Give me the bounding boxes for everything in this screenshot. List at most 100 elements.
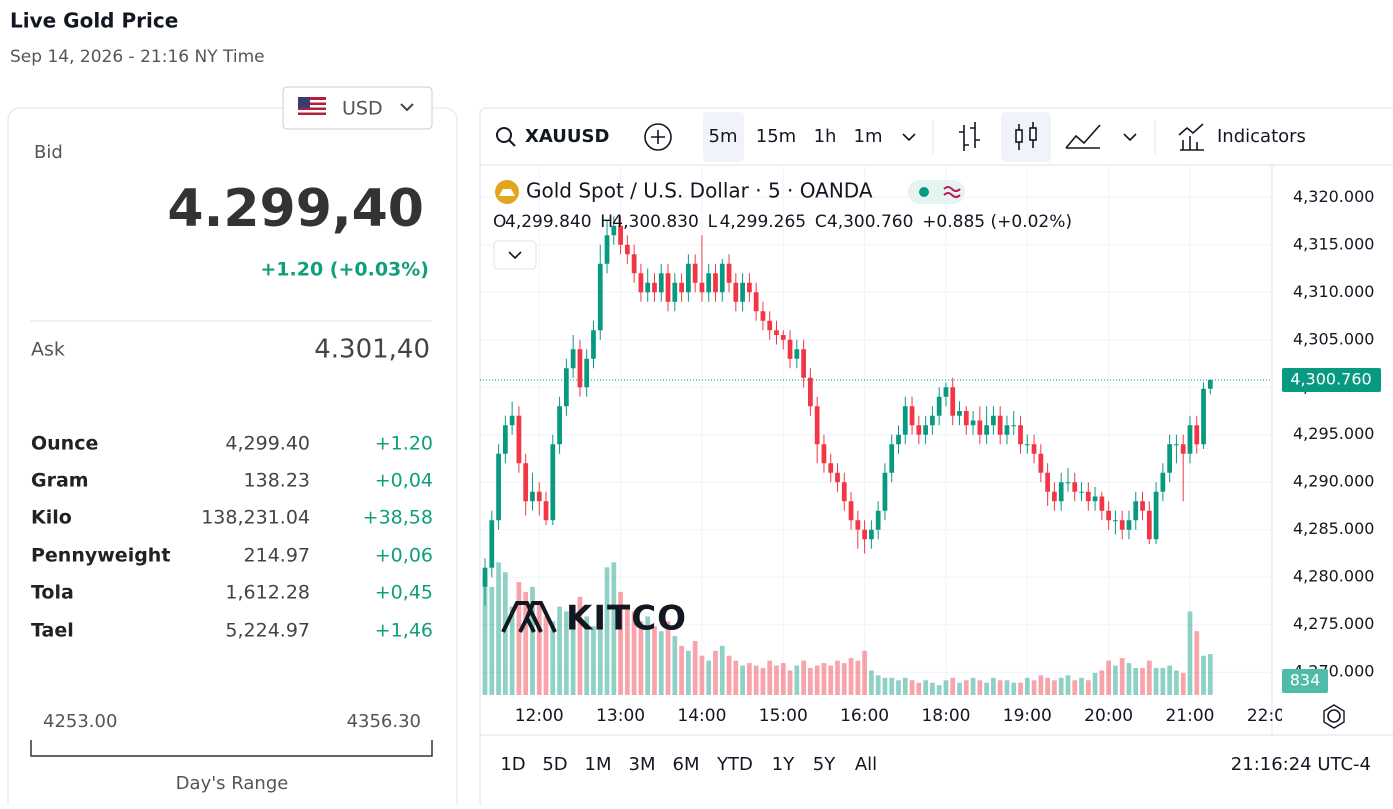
y-tick-label: 4,315.000 — [1293, 234, 1374, 253]
candle-body — [977, 420, 983, 435]
volume-bar — [719, 645, 725, 695]
volume-bar — [1106, 660, 1112, 695]
candle-body — [794, 349, 800, 359]
volume-bar — [509, 606, 515, 695]
y-tick-label: 4,295.000 — [1293, 424, 1374, 443]
candle-body — [652, 282, 657, 293]
candle-body — [828, 463, 834, 473]
volume-bar — [638, 621, 644, 695]
range-button[interactable]: 3M — [629, 754, 656, 775]
unit-name: Tael — [31, 620, 74, 642]
volume-bar — [530, 586, 535, 695]
volume-bar — [1018, 682, 1023, 695]
volume-bar — [733, 660, 739, 695]
volume-bar — [936, 685, 942, 695]
status-pill[interactable] — [908, 180, 965, 204]
add-symbol[interactable] — [644, 123, 672, 151]
candle-body — [733, 282, 739, 302]
candle-body — [577, 349, 583, 388]
interval[interactable]: 1h — [814, 126, 837, 147]
ohlc-value: 4,300.760 — [827, 212, 914, 232]
candles-icon[interactable] — [1015, 129, 1023, 143]
interval[interactable]: 1m — [854, 126, 883, 147]
range-button[interactable]: 1D — [500, 754, 525, 775]
volume-bar — [1024, 677, 1030, 695]
volume-bar — [489, 586, 495, 695]
volume-bar — [835, 660, 840, 695]
volume-bar — [1052, 680, 1057, 695]
currency: USD — [342, 98, 383, 120]
candle-body — [489, 520, 495, 568]
volume-bar — [1174, 670, 1179, 695]
volume-bar — [1045, 677, 1051, 695]
candle-body — [672, 282, 678, 302]
candles-icon-2 — [1029, 127, 1037, 141]
volume-bar — [1058, 677, 1064, 695]
y-tick-label: 4,320.000 — [1293, 187, 1374, 206]
flag-stripes — [298, 100, 326, 117]
volume-bar — [862, 650, 867, 695]
watermark: KITCO — [566, 599, 687, 639]
settings-icon[interactable] — [1327, 709, 1341, 723]
range-button[interactable]: 6M — [673, 754, 700, 775]
volume-bar — [1099, 670, 1105, 695]
candle-body — [1133, 501, 1139, 521]
candle-body — [1113, 520, 1118, 522]
volume-bar — [984, 682, 989, 695]
candle-body — [591, 330, 596, 359]
interval[interactable]: 15m — [756, 126, 796, 147]
range-button[interactable]: 5D — [542, 754, 567, 775]
indicators[interactable]: Indicators — [1217, 126, 1306, 147]
candle-body — [516, 415, 522, 464]
volume-bar — [916, 682, 922, 695]
range-button[interactable]: All — [855, 754, 877, 775]
unit-name: Kilo — [31, 507, 72, 529]
range-label: Day's Range — [176, 773, 289, 794]
range-button[interactable]: 1Y — [772, 754, 795, 775]
volume-bar — [665, 621, 671, 695]
candle-body — [1065, 482, 1071, 484]
volume-bar — [1140, 667, 1145, 695]
volume-bar — [550, 621, 556, 695]
candle-body — [997, 415, 1003, 435]
symbol-icon-bars — [499, 189, 515, 196]
volume-bar — [482, 577, 488, 695]
area-icon[interactable] — [1065, 124, 1101, 149]
candle-body — [1201, 388, 1206, 445]
y-tick-label: 4,285.000 — [1293, 519, 1374, 538]
bars-icon[interactable] — [959, 122, 980, 151]
search-icon[interactable] — [496, 127, 512, 143]
volume-bar — [726, 655, 732, 695]
volume-bar — [557, 606, 562, 695]
currency-select[interactable]: USD — [282, 86, 433, 130]
status-dot — [919, 187, 929, 197]
candle-body — [950, 387, 956, 416]
volume-bar — [747, 663, 752, 695]
candle-body — [1119, 520, 1125, 530]
candle-body — [943, 387, 949, 397]
candle-body — [1011, 425, 1017, 427]
volume-bar — [563, 611, 569, 695]
volume-bar — [685, 650, 691, 695]
unit-change: +1,46 — [375, 620, 433, 642]
volume-bar — [902, 677, 908, 695]
clock: 21:16:24 UTC-4 — [1231, 754, 1371, 775]
indicators-icon[interactable] — [1178, 123, 1204, 151]
volume-bar — [516, 582, 522, 695]
symbol[interactable]: XAUUSD — [525, 126, 609, 147]
volume-bar — [753, 665, 759, 695]
candle-body — [1031, 444, 1037, 454]
volume-bar — [1126, 663, 1132, 695]
ohlc-legend: O4,299.840 H 4,300.830 L 4,299.265 C 4,300.760… — [493, 212, 1072, 232]
interval-menu[interactable] — [902, 133, 916, 142]
legend-toggle[interactable] — [493, 240, 537, 270]
range-button[interactable]: 5Y — [813, 754, 836, 775]
style-menu[interactable] — [1123, 133, 1137, 142]
active-style-bg — [1001, 112, 1051, 162]
candle-body — [482, 567, 488, 587]
interval[interactable]: 5m — [709, 126, 738, 147]
range-button[interactable]: YTD — [716, 754, 753, 775]
volume-bar — [848, 658, 854, 695]
range-button[interactable]: 1M — [585, 754, 612, 775]
candle-body — [963, 411, 969, 426]
